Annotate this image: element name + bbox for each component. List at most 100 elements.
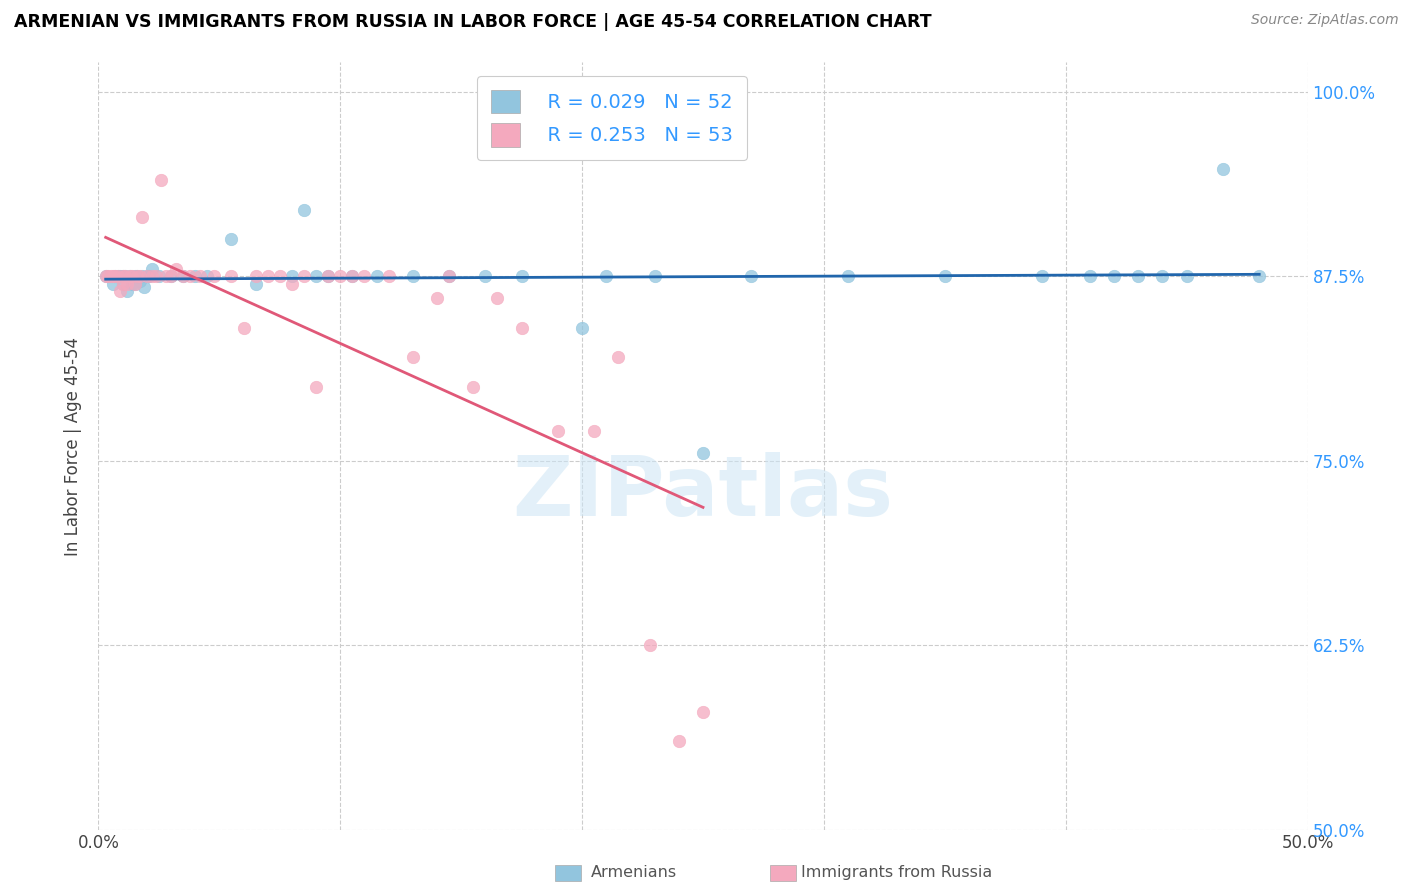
Point [366, 269, 388, 284]
Point [837, 269, 859, 284]
Point [221, 232, 243, 246]
Point [934, 269, 956, 284]
Point [165, 262, 187, 277]
Point [740, 269, 762, 284]
Point [342, 269, 364, 284]
Point [114, 269, 136, 284]
Point [437, 269, 460, 284]
Point [94, 269, 117, 284]
Point [437, 269, 460, 284]
Point [305, 380, 328, 394]
Point [402, 269, 425, 284]
Point [316, 269, 339, 284]
Point [256, 269, 278, 284]
Point [131, 211, 153, 225]
Point [607, 351, 630, 365]
Point [104, 269, 127, 284]
Point [100, 269, 122, 284]
Point [118, 269, 141, 284]
Point [245, 269, 267, 284]
Text: ZIPatlas: ZIPatlas [513, 451, 893, 533]
Text: Armenians: Armenians [591, 865, 676, 880]
Point [329, 269, 352, 284]
Point [1212, 161, 1234, 176]
Point [204, 269, 226, 284]
Point [292, 269, 315, 284]
Point [402, 351, 425, 365]
Point [172, 269, 194, 284]
Point [486, 292, 509, 306]
Point [426, 292, 449, 306]
Text: Source: ZipAtlas.com: Source: ZipAtlas.com [1251, 13, 1399, 28]
Point [128, 269, 150, 284]
Point [1078, 269, 1101, 284]
Point [583, 424, 606, 438]
Point [155, 269, 177, 284]
Point [111, 277, 134, 291]
Point [316, 269, 339, 284]
Point [108, 269, 131, 284]
Point [1102, 269, 1125, 284]
Point [644, 269, 666, 284]
Point [145, 269, 167, 284]
Point [342, 269, 364, 284]
Point [107, 269, 129, 284]
Text: Immigrants from Russia: Immigrants from Russia [801, 865, 993, 880]
Point [124, 277, 146, 291]
Point [1031, 269, 1053, 284]
Point [692, 705, 714, 719]
Point [111, 277, 134, 291]
Point [111, 269, 134, 284]
Point [101, 269, 124, 284]
Point [305, 269, 328, 284]
Point [94, 269, 117, 284]
Point [510, 321, 533, 335]
Point [138, 269, 160, 284]
Y-axis label: In Labor Force | Age 45-54: In Labor Force | Age 45-54 [65, 336, 83, 556]
Point [195, 269, 218, 284]
Point [1249, 269, 1271, 284]
Point [135, 269, 157, 284]
Point [111, 269, 134, 284]
Point [118, 269, 141, 284]
Point [1128, 269, 1150, 284]
Point [1175, 269, 1198, 284]
Point [124, 269, 146, 284]
Point [104, 269, 127, 284]
Point [353, 269, 375, 284]
Text: ARMENIAN VS IMMIGRANTS FROM RUSSIA IN LABOR FORCE | AGE 45-54 CORRELATION CHART: ARMENIAN VS IMMIGRANTS FROM RUSSIA IN LA… [14, 13, 932, 31]
Point [377, 269, 399, 284]
Point [131, 269, 153, 284]
Point [292, 202, 315, 217]
Point [232, 321, 254, 335]
Point [134, 279, 156, 293]
Point [547, 424, 569, 438]
Point [101, 277, 124, 291]
Point [172, 269, 194, 284]
Point [638, 638, 661, 652]
Point [117, 284, 139, 298]
Point [510, 269, 533, 284]
Point [692, 446, 714, 460]
Point [128, 274, 150, 288]
Point [474, 269, 496, 284]
Point [160, 269, 183, 284]
Point [117, 277, 139, 291]
Point [108, 284, 131, 298]
Point [595, 269, 617, 284]
Point [127, 269, 149, 284]
Point [121, 269, 143, 284]
Point [179, 269, 201, 284]
Point [188, 269, 211, 284]
Point [97, 269, 120, 284]
Point [245, 277, 267, 291]
Point [281, 269, 304, 284]
Point [121, 277, 143, 291]
Point [114, 269, 136, 284]
Point [281, 277, 304, 291]
Point [269, 269, 291, 284]
Point [135, 269, 157, 284]
Point [571, 321, 593, 335]
Point [150, 173, 173, 187]
Point [668, 734, 690, 748]
